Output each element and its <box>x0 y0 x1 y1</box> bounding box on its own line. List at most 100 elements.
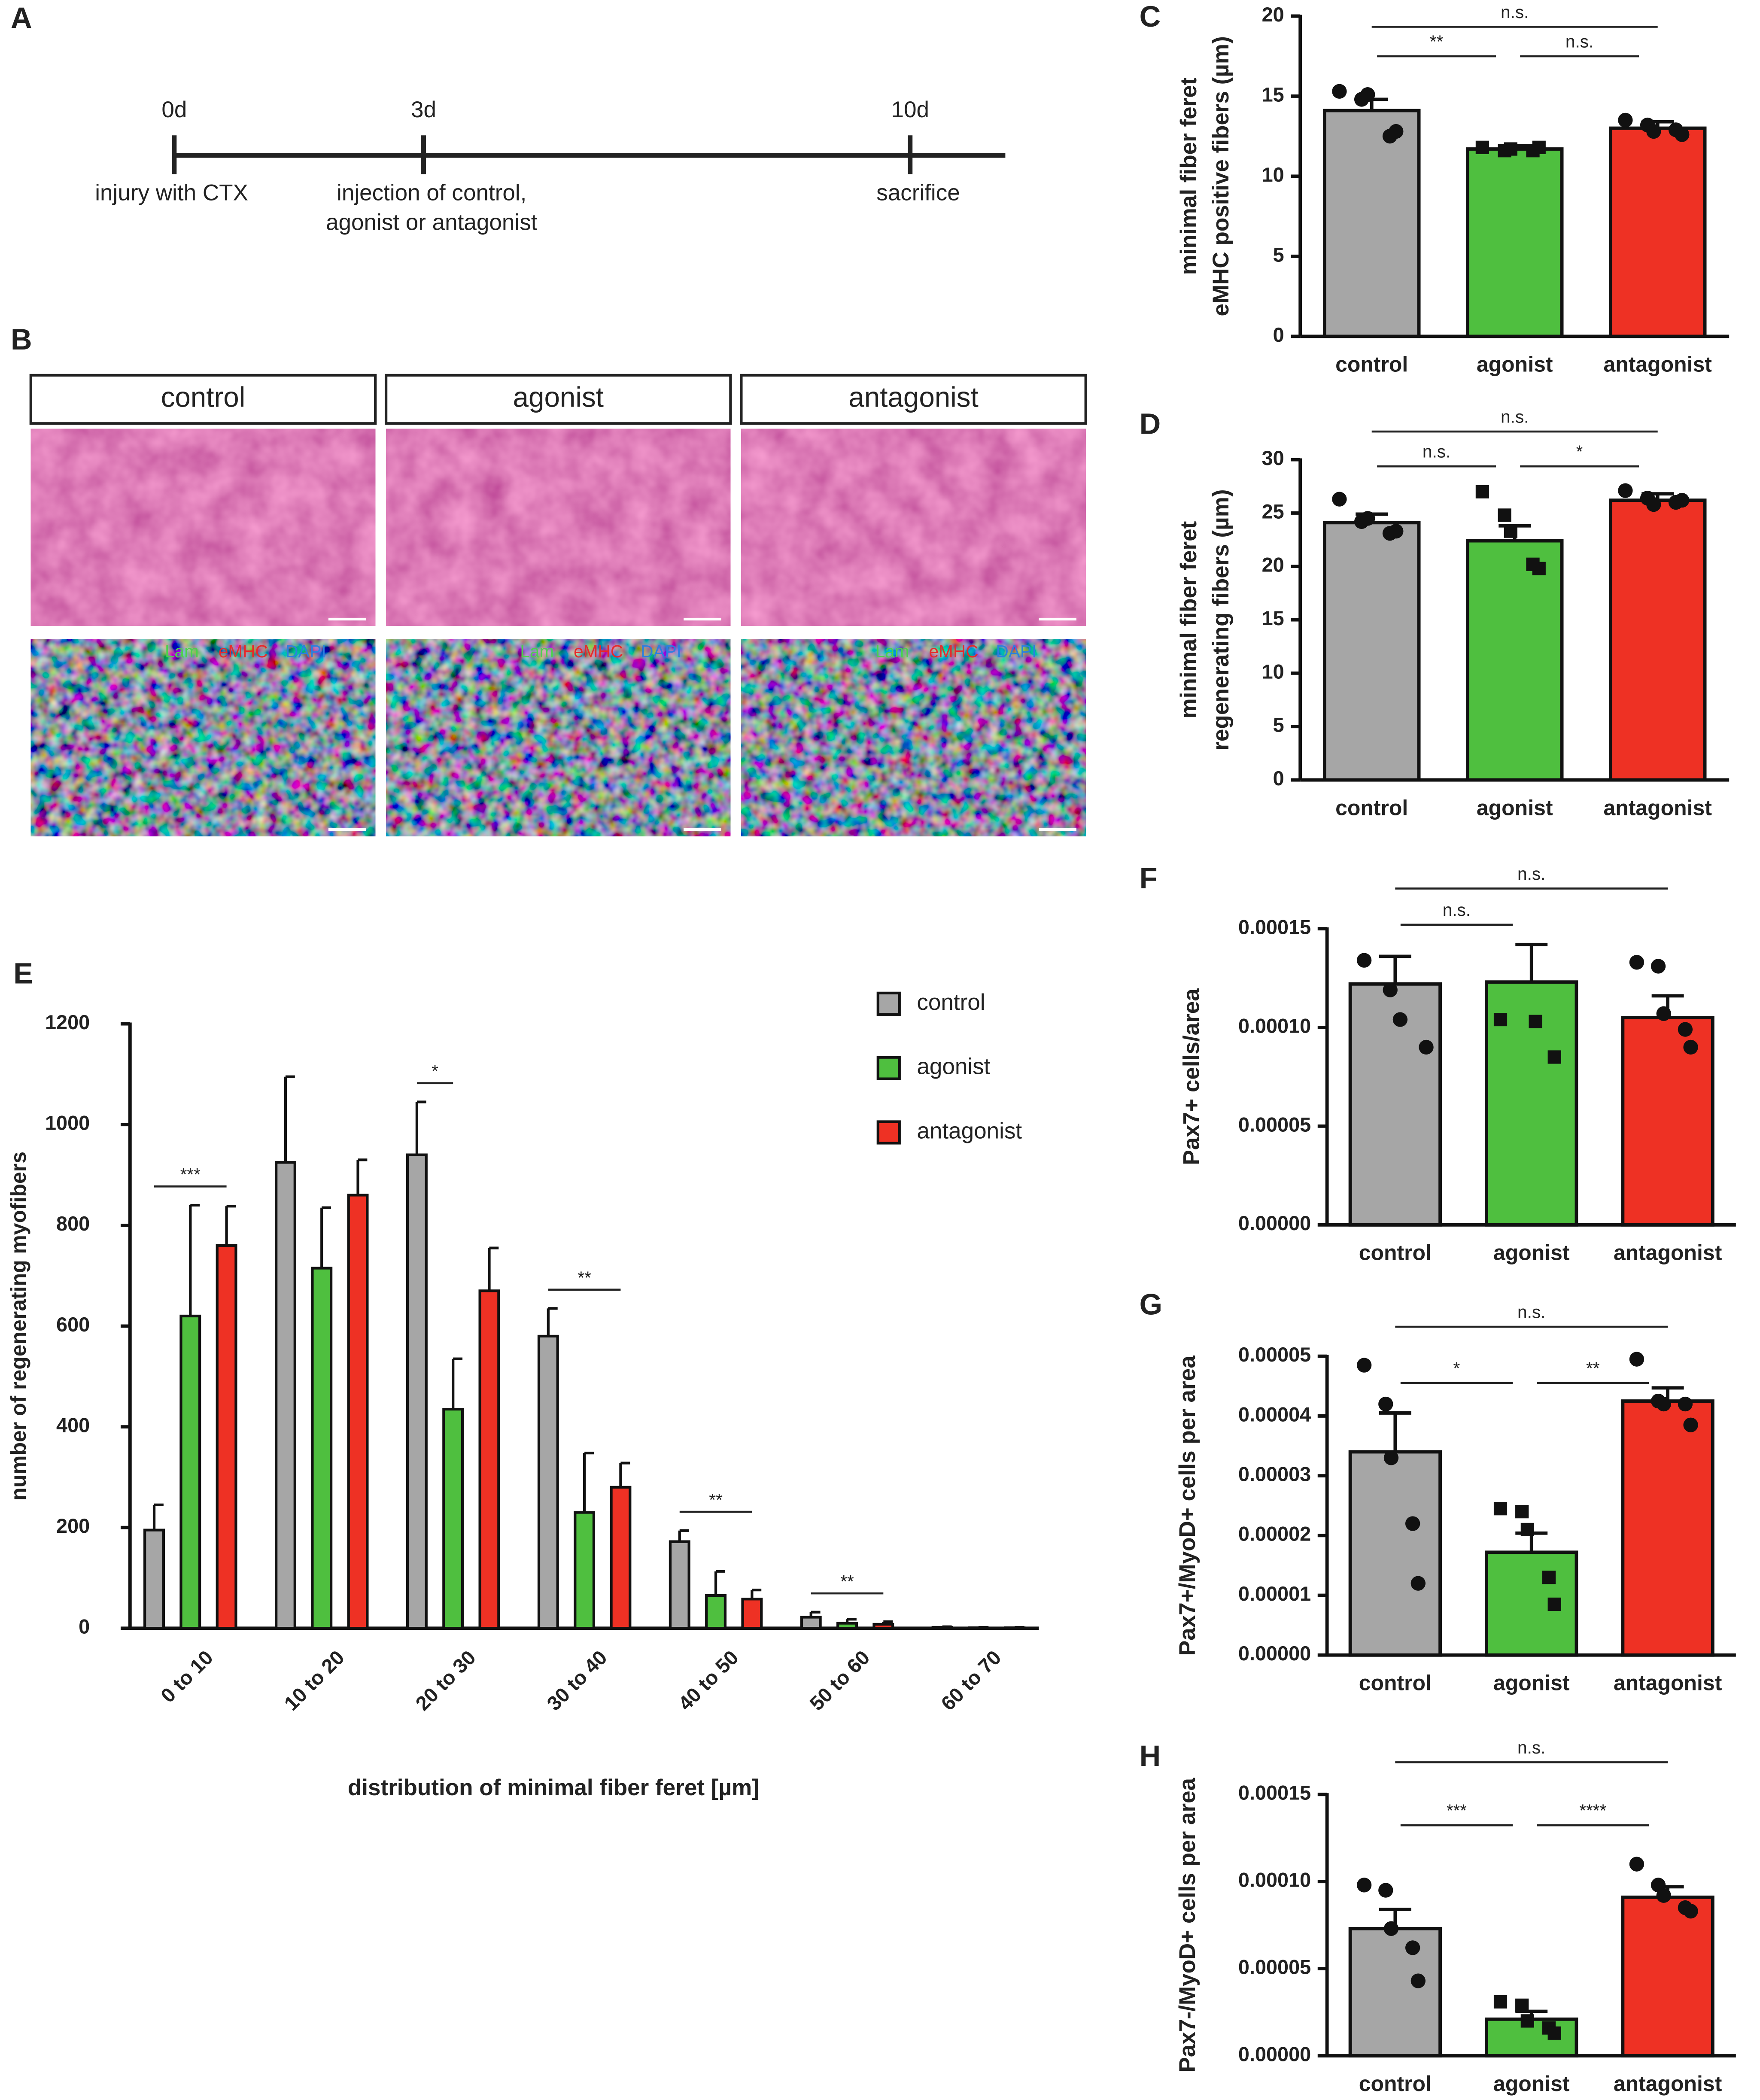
x-tick-label: control <box>1359 1241 1432 1265</box>
data-point <box>1419 1039 1434 1055</box>
significance-label: n.s. <box>1501 2 1529 22</box>
x-tick-label: 20 to 30 <box>411 1646 480 1715</box>
legend-label: agonist <box>917 1054 990 1079</box>
data-point <box>1389 124 1404 139</box>
y-axis-label: Pax7-/MyoD+ cells per area <box>1175 1778 1200 2072</box>
bar <box>311 1267 333 1630</box>
data-point <box>1629 955 1644 970</box>
y-tick-label: 1200 <box>45 1011 90 1033</box>
data-point <box>1383 1450 1399 1465</box>
data-point <box>1678 1396 1693 1412</box>
data-point <box>1356 1878 1372 1893</box>
group-header: antagonist <box>848 381 979 413</box>
y-tick-label: 10 <box>1262 164 1284 186</box>
x-tick-label: 60 to 70 <box>937 1646 1006 1715</box>
data-point <box>1360 87 1375 102</box>
data-point <box>1618 483 1633 498</box>
panel-letter: F <box>1140 862 1158 895</box>
data-point <box>1378 1883 1393 1898</box>
data-point <box>1360 511 1375 526</box>
timeline-event: injection of control, <box>337 180 526 206</box>
legend-swatch <box>876 991 901 1016</box>
significance-label: * <box>1453 1358 1460 1378</box>
significance-label: * <box>432 1061 438 1081</box>
significance-label: ** <box>840 1571 854 1591</box>
data-point <box>1542 1571 1556 1584</box>
bar <box>406 1153 428 1630</box>
x-tick-label: antagonist <box>1603 796 1712 820</box>
y-tick-label: 10 <box>1262 660 1284 683</box>
data-point <box>1383 1921 1399 1936</box>
data-point <box>1529 1015 1542 1028</box>
data-point <box>1678 1022 1693 1037</box>
x-tick-label: antagonist <box>1614 1241 1722 1265</box>
data-point <box>1493 1502 1508 1516</box>
y-tick-label: 15 <box>1262 607 1284 629</box>
data-point <box>1504 524 1517 538</box>
data-point <box>1675 492 1690 508</box>
panel-letter: B <box>11 323 32 356</box>
bar <box>610 1486 632 1630</box>
data-point <box>1683 1417 1698 1432</box>
data-point <box>1646 497 1661 512</box>
data-point <box>1520 2014 1534 2028</box>
y-tick-label: 25 <box>1262 500 1284 523</box>
x-tick-label: control <box>1359 1671 1432 1695</box>
y-tick-label: 0.00000 <box>1238 1212 1311 1234</box>
data-point <box>1515 1505 1529 1519</box>
stain-label: DAPI <box>641 641 681 661</box>
bar <box>442 1407 464 1630</box>
data-point <box>1656 1888 1671 1903</box>
data-point <box>1651 959 1666 974</box>
panel-letter: D <box>1140 407 1161 441</box>
group-header: agonist <box>513 381 604 413</box>
panel-letter: G <box>1140 1288 1162 1321</box>
y-tick-label: 30 <box>1262 447 1284 469</box>
stain-label: DAPI <box>996 641 1037 661</box>
y-tick-label: 1000 <box>45 1112 90 1134</box>
legend-label: control <box>917 990 985 1015</box>
timeline-day: 10d <box>891 97 929 122</box>
x-axis-label: distribution of minimal fiber feret [µm] <box>348 1775 760 1800</box>
timeline-event: agonist or antagonist <box>326 210 538 235</box>
stain-label: eMHC <box>574 641 623 661</box>
x-tick-label: antagonist <box>1603 352 1712 376</box>
significance-label: n.s. <box>1517 1302 1545 1322</box>
data-point <box>1520 1523 1534 1537</box>
bar <box>705 1594 727 1630</box>
bar <box>1621 1399 1714 1657</box>
bar <box>836 1622 858 1630</box>
data-point <box>1646 124 1661 139</box>
bar <box>1322 109 1421 338</box>
y-tick-label: 5 <box>1273 714 1284 736</box>
data-point <box>1547 2026 1561 2040</box>
y-tick-label: 20 <box>1262 3 1284 26</box>
data-point <box>1383 982 1398 997</box>
data-point <box>1356 953 1372 968</box>
significance-label: n.s. <box>1501 407 1529 427</box>
timeline-event: injury with CTX <box>95 180 248 206</box>
group-header-box <box>29 374 377 425</box>
y-tick-label: 15 <box>1262 83 1284 106</box>
x-tick-label: antagonist <box>1614 2072 1722 2096</box>
fluorescence-image <box>386 639 731 836</box>
significance-label: n.s. <box>1443 900 1471 920</box>
bar <box>1465 539 1564 782</box>
y-axis-label: eMHC positive fibers (µm) <box>1208 36 1234 316</box>
data-point <box>1629 1857 1644 1872</box>
bar <box>741 1598 763 1630</box>
bar <box>800 1616 822 1630</box>
y-tick-label: 0.00010 <box>1238 1015 1311 1037</box>
y-tick-label: 600 <box>56 1313 90 1336</box>
x-tick-label: 30 to 40 <box>543 1646 611 1715</box>
bar <box>1348 1450 1442 1657</box>
group-header: control <box>161 381 246 413</box>
panel-letter: C <box>1140 0 1161 33</box>
bar <box>537 1334 559 1630</box>
y-axis-label: minimal fiber feret <box>1176 77 1201 275</box>
data-point <box>1475 485 1489 498</box>
y-axis-label: regenerating fibers (µm) <box>1208 489 1234 750</box>
timeline-day: 3d <box>411 97 436 122</box>
bar <box>1348 1927 1442 2057</box>
